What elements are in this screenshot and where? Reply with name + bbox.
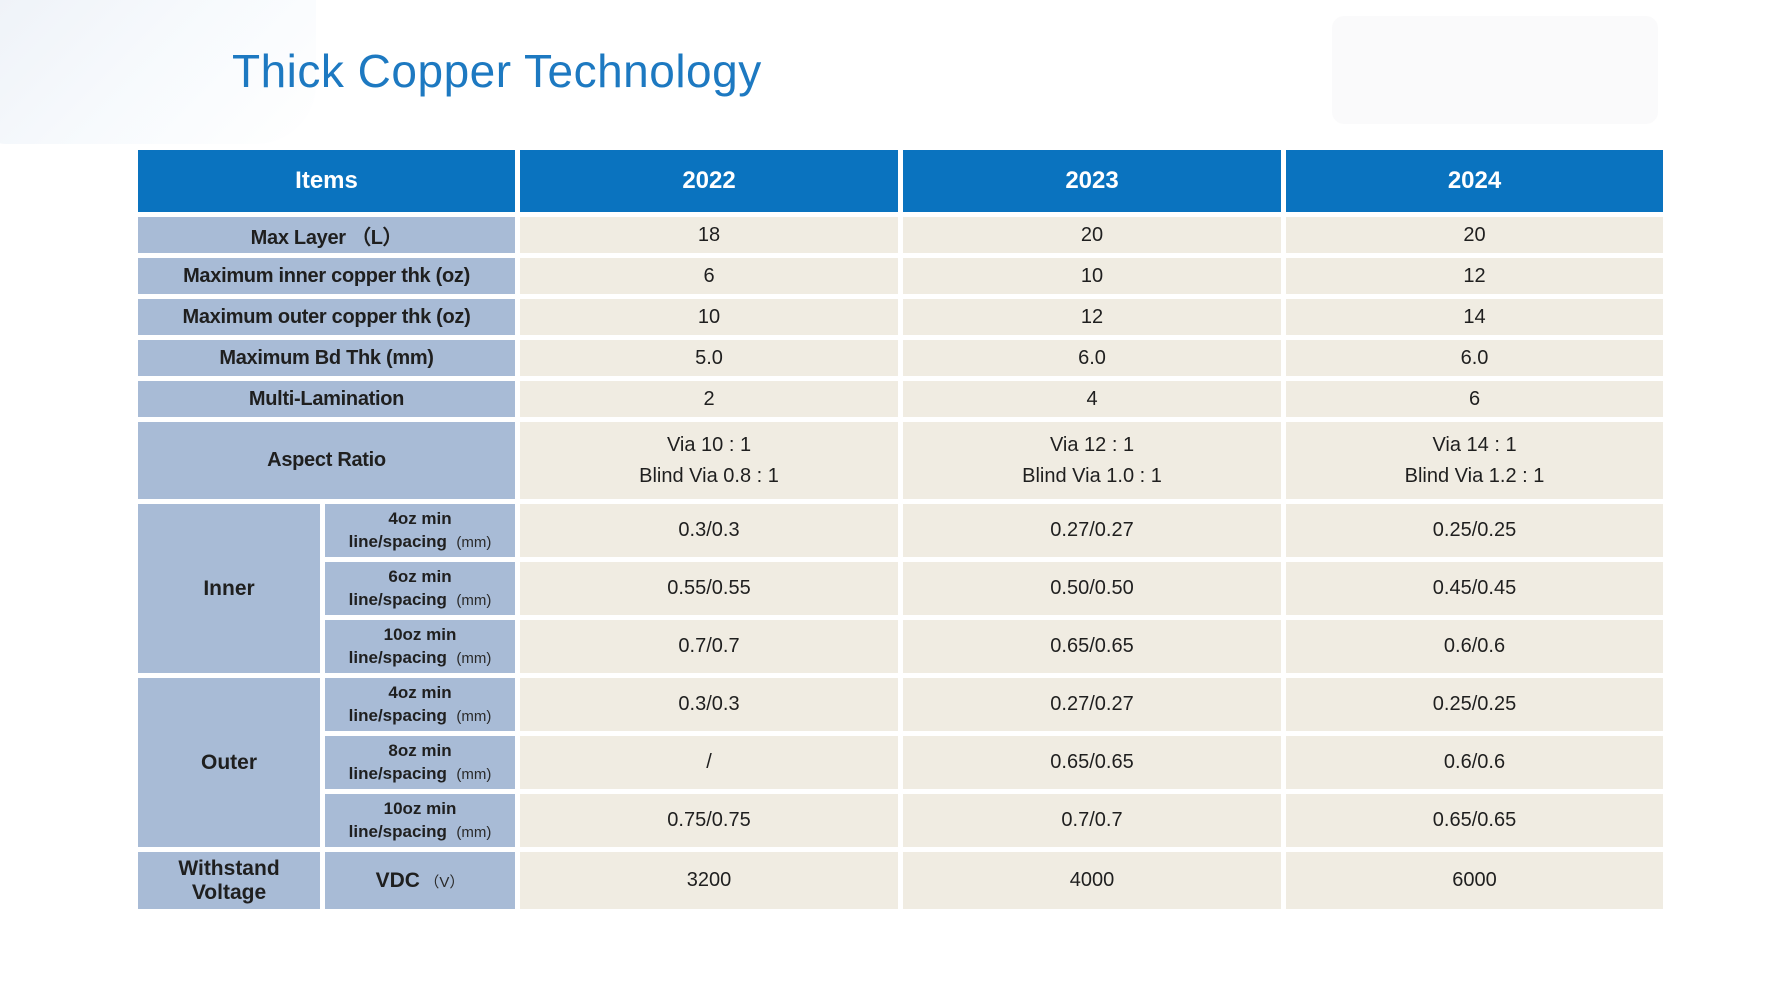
table-row-max-inner-copper: Maximum inner copper thk (oz) 6 10 12 <box>132 253 1669 299</box>
cell-value: 0.65/0.65 <box>898 615 1287 678</box>
cell-value: 6 <box>1281 376 1669 422</box>
sub-label-vdc: VDC （V） <box>319 847 521 914</box>
withstand-line1: Withstand <box>178 856 280 880</box>
cell-value: 10 <box>898 253 1287 299</box>
cell-value: 0.50/0.50 <box>898 557 1287 620</box>
sub-label: 8oz min line/spacing (mm) <box>319 731 521 794</box>
decoration-top-left <box>0 0 316 144</box>
oz-spec: 6oz min <box>388 566 452 586</box>
cell-value: 6 <box>515 253 904 299</box>
cell-value: 20 <box>898 212 1287 258</box>
line-spacing-label: line/spacing (mm) <box>348 531 492 551</box>
aspect-via: Via 12 : 1 <box>1049 433 1135 456</box>
line-spacing-label: line/spacing (mm) <box>348 647 492 667</box>
sub-label: 10oz min line/spacing (mm) <box>319 615 521 678</box>
oz-spec: 4oz min <box>388 508 452 528</box>
cell-value: 10 <box>515 294 904 340</box>
cell-value: 0.27/0.27 <box>898 499 1287 562</box>
sub-label: 6oz min line/spacing (mm) <box>319 557 521 620</box>
oz-spec: 4oz min <box>388 682 452 702</box>
cell-value: Via 10 : 1 Blind Via 0.8 : 1 <box>515 417 904 504</box>
cell-value: 0.6/0.6 <box>1281 731 1669 794</box>
cell-value: 0.27/0.27 <box>898 673 1287 736</box>
cell-value: 12 <box>1281 253 1669 299</box>
cell-value: 0.7/0.7 <box>898 789 1287 852</box>
cell-value: 0.7/0.7 <box>515 615 904 678</box>
cell-value: 5.0 <box>515 335 904 381</box>
table-row-max-layer: Max Layer （L） 18 20 20 <box>132 212 1669 258</box>
table-row-outer-8oz: 8oz min line/spacing (mm) / 0.65/0.65 0.… <box>136 731 1669 794</box>
cell-value: 2 <box>515 376 904 422</box>
line-spacing-label: line/spacing (mm) <box>348 705 492 725</box>
group-label-withstand-voltage: Withstand Voltage <box>133 847 325 914</box>
group-label-inner: Inner <box>133 499 325 678</box>
table-row-max-outer-copper: Maximum outer copper thk (oz) 10 12 14 <box>132 294 1669 340</box>
cell-value: 0.65/0.65 <box>1281 789 1669 852</box>
sub-label: 4oz min line/spacing (mm) <box>319 673 521 736</box>
cell-value: 0.25/0.25 <box>1281 673 1669 736</box>
cell-value: 20 <box>1281 212 1669 258</box>
table-row-max-bd-thk: Maximum Bd Thk (mm) 5.0 6.0 6.0 <box>132 335 1669 381</box>
row-label: Maximum inner copper thk (oz) <box>132 253 521 299</box>
table-row-inner-6oz: 6oz min line/spacing (mm) 0.55/0.55 0.50… <box>136 557 1669 620</box>
cell-value: 12 <box>898 294 1287 340</box>
cell-value: 0.45/0.45 <box>1281 557 1669 620</box>
row-label: Max Layer （L） <box>132 212 521 258</box>
cell-value: 6.0 <box>1281 335 1669 381</box>
cell-value: 0.25/0.25 <box>1281 499 1669 562</box>
aspect-via: Via 14 : 1 <box>1432 433 1517 456</box>
sub-label: 4oz min line/spacing (mm) <box>319 499 521 562</box>
table-row-withstand-voltage: Withstand Voltage VDC （V） 3200 4000 6000 <box>133 847 1669 914</box>
aspect-via: Via 10 : 1 <box>666 433 752 456</box>
row-label: Maximum Bd Thk (mm) <box>132 335 521 381</box>
row-label: Aspect Ratio <box>132 417 521 504</box>
table-row-aspect-ratio: Aspect Ratio Via 10 : 1 Blind Via 0.8 : … <box>132 417 1669 504</box>
table-header-row: Items 2022 2023 2024 <box>132 145 1669 217</box>
line-spacing-label: line/spacing (mm) <box>348 763 492 783</box>
table-row-inner-4oz: Inner 4oz min line/spacing (mm) 0.3/0.3 … <box>133 499 1669 678</box>
cell-value: 4000 <box>898 847 1287 914</box>
header-items: Items <box>132 145 521 217</box>
cell-value: 0.3/0.3 <box>515 499 904 562</box>
cell-value: 0.6/0.6 <box>1281 615 1669 678</box>
cell-value: 0.75/0.75 <box>515 789 904 852</box>
cell-value: 6.0 <box>898 335 1287 381</box>
cell-value: 3200 <box>515 847 904 914</box>
page-title: Thick Copper Technology <box>232 45 762 97</box>
line-spacing-label: line/spacing (mm) <box>348 589 492 609</box>
cell-value: 0.55/0.55 <box>515 557 904 620</box>
table-row-multi-lamination: Multi-Lamination 2 4 6 <box>132 376 1669 422</box>
oz-spec: 10oz min <box>383 624 457 644</box>
table-row-outer-4oz: Outer 4oz min line/spacing (mm) 0.3/0.3 … <box>133 673 1669 852</box>
cell-value: Via 12 : 1 Blind Via 1.0 : 1 <box>898 417 1287 504</box>
thick-copper-table: Items 2022 2023 2024 Max Layer （L） 18 20… <box>132 145 1669 914</box>
aspect-blind-via: Blind Via 1.2 : 1 <box>1404 464 1545 487</box>
row-label: Multi-Lamination <box>132 376 521 422</box>
oz-spec: 10oz min <box>383 798 457 818</box>
header-year-2022: 2022 <box>515 145 904 217</box>
withstand-line2: Voltage <box>191 880 267 904</box>
header-year-2024: 2024 <box>1281 145 1669 217</box>
aspect-blind-via: Blind Via 0.8 : 1 <box>639 464 779 487</box>
cell-value: 18 <box>515 212 904 258</box>
cell-value: 0.65/0.65 <box>898 731 1287 794</box>
oz-spec: 8oz min <box>388 740 452 760</box>
sub-label: 10oz min line/spacing (mm) <box>319 789 521 852</box>
row-label: Maximum outer copper thk (oz) <box>132 294 521 340</box>
cell-value: 0.3/0.3 <box>515 673 904 736</box>
cell-value: / <box>515 731 904 794</box>
line-spacing-label: line/spacing (mm) <box>348 821 492 841</box>
header-year-2023: 2023 <box>898 145 1287 217</box>
decoration-top-right <box>1332 16 1658 124</box>
cell-value: 6000 <box>1281 847 1669 914</box>
aspect-blind-via: Blind Via 1.0 : 1 <box>1022 464 1162 487</box>
table-row-outer-10oz: 10oz min line/spacing (mm) 0.75/0.75 0.7… <box>136 789 1669 852</box>
group-label-outer: Outer <box>133 673 325 852</box>
cell-value: Via 14 : 1 Blind Via 1.2 : 1 <box>1281 417 1669 504</box>
cell-value: 4 <box>898 376 1287 422</box>
cell-value: 14 <box>1281 294 1669 340</box>
table-row-inner-10oz: 10oz min line/spacing (mm) 0.7/0.7 0.65/… <box>136 615 1669 678</box>
